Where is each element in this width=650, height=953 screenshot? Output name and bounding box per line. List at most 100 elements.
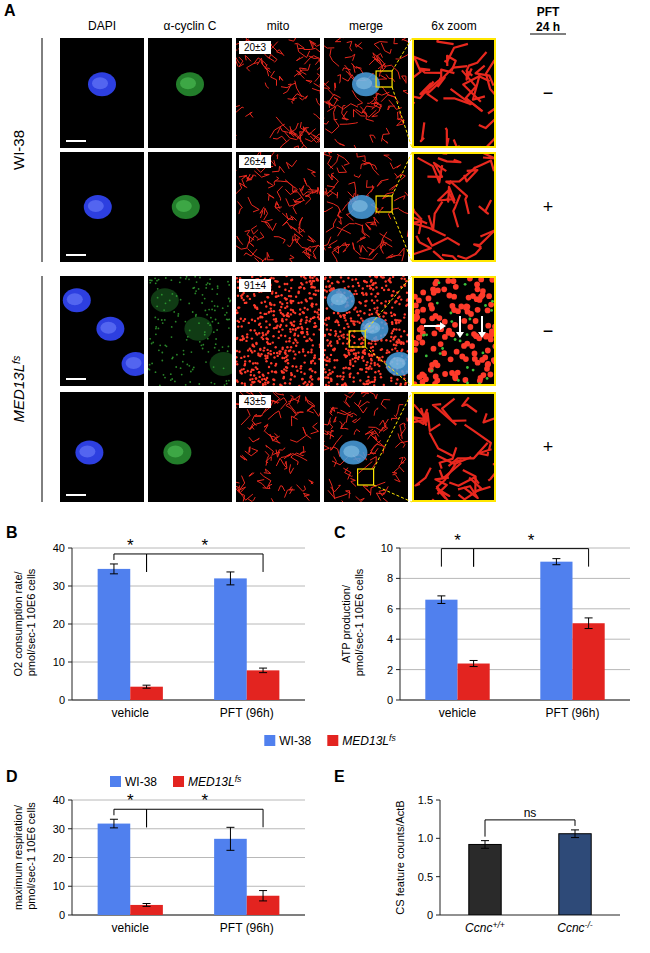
- mitochondrion: [311, 303, 313, 305]
- mitochondrion: [356, 293, 358, 295]
- treatment-sign: +: [543, 197, 554, 217]
- mitochondrion: [311, 378, 313, 380]
- mitochondrion: [306, 385, 308, 386]
- cyclin-signal: [211, 309, 213, 311]
- mitochondrion: [346, 323, 348, 325]
- mitochondrion: [485, 348, 491, 354]
- cyclin-signal: [189, 381, 191, 383]
- mitochondrion: [290, 313, 292, 315]
- mitochondrion: [362, 356, 364, 358]
- cyclin-signal: [193, 367, 195, 369]
- mitochondrion: [330, 378, 332, 380]
- mitochondrion: [376, 276, 378, 277]
- mitochondrion: [356, 106, 375, 113]
- cyclin-signal: [199, 277, 201, 279]
- mitochondrion: [277, 50, 284, 56]
- mitochondrion: [313, 357, 315, 359]
- tick-label: 0: [59, 694, 65, 706]
- mitochondrion: [360, 245, 368, 252]
- cyclin-signal: [180, 367, 182, 369]
- mitochondrion: [341, 378, 343, 380]
- mitochondrion: [380, 302, 382, 304]
- mitochondrion: [395, 441, 408, 448]
- mitochondrion: [300, 186, 304, 192]
- mitochondrion: [370, 354, 372, 356]
- zoom-connector: [392, 38, 412, 71]
- zoom-connector: [392, 87, 412, 148]
- mitochondrion: [346, 334, 348, 336]
- cyclin-signal: [206, 284, 208, 286]
- mitochondrion: [297, 335, 299, 337]
- tick-label: 20: [53, 618, 65, 630]
- mitochondrion: [325, 191, 333, 196]
- mitochondrion: [394, 38, 398, 44]
- mitochondrion: [244, 318, 246, 320]
- cyclin-signal: [157, 318, 159, 320]
- cyclin-signal: [204, 298, 206, 300]
- mitochondrion: [388, 106, 395, 110]
- mitochondrion: [371, 381, 373, 383]
- mitochondrion: [332, 287, 334, 289]
- zoom-border: [413, 277, 495, 385]
- mitochondrion: [314, 311, 316, 313]
- mitochondrion: [292, 350, 294, 352]
- mitochondrion: [265, 305, 267, 307]
- mitochondrion: [468, 324, 474, 330]
- nucleus: [348, 195, 376, 219]
- mitochondrion: [271, 292, 273, 294]
- mitochondrion: [465, 304, 471, 310]
- mitochondrion: [307, 351, 309, 353]
- mitochondrion: [314, 326, 316, 328]
- mitochondrion: [399, 320, 401, 322]
- mitochondrion: [255, 366, 257, 368]
- mitochondrion: [312, 88, 320, 93]
- mitochondrion: [393, 475, 401, 482]
- mitochondrion: [333, 366, 335, 368]
- cyclin-signal: [224, 384, 226, 386]
- mitochondrion: [362, 360, 364, 362]
- mitochondrion: [372, 349, 374, 351]
- mitochondrion: [391, 306, 393, 308]
- mitochondrion: [290, 279, 292, 281]
- mitochondrion: [357, 282, 359, 284]
- micrograph: [412, 276, 496, 386]
- mitochondrion: [290, 322, 292, 324]
- legend: WI-38MED13Lfs: [264, 733, 396, 748]
- mitochondrion: [278, 331, 280, 333]
- mitochondrion: [252, 344, 254, 346]
- mitochondrion: [278, 286, 280, 288]
- mitochondrion: [283, 368, 285, 370]
- mitochondrion: [305, 134, 320, 142]
- mitochondrion: [367, 368, 369, 370]
- mitochondrion: [438, 191, 455, 203]
- cyclin-signal: [207, 282, 209, 284]
- mitochondrion: [471, 331, 477, 337]
- treatment-sign: −: [543, 83, 554, 103]
- cyclin-signal: [152, 342, 154, 344]
- mitochondrion: [316, 98, 320, 106]
- mitochondrion: [315, 325, 317, 327]
- mitochondrion: [347, 349, 349, 351]
- mitochondrion: [260, 302, 262, 304]
- mitochondrion: [265, 83, 269, 89]
- mitochondrion: [358, 338, 360, 340]
- error-cap: [226, 584, 234, 585]
- micrograph: [148, 392, 232, 502]
- y-label-holder: O2 consumption rate/ pmol/sec-1 10E6 cel…: [12, 568, 37, 679]
- mitochondrion: [294, 375, 296, 377]
- mitochondrion: [354, 145, 361, 148]
- mitochondrion: [273, 318, 275, 320]
- cyclin-signal: [186, 364, 188, 366]
- cyclin-signal: [466, 382, 469, 385]
- mitochondrion: [339, 315, 341, 317]
- mitochondrion: [381, 287, 383, 289]
- mitochondrion: [416, 335, 422, 341]
- mitochondrion: [474, 296, 480, 302]
- mitochondrion: [268, 411, 281, 420]
- image-background: [236, 152, 320, 262]
- mitochondrion: [342, 333, 344, 335]
- mitochondrion: [337, 75, 340, 84]
- cyclin-signal: [450, 320, 453, 323]
- cyclin-signal: [216, 293, 218, 295]
- mitochondrion: [463, 470, 491, 491]
